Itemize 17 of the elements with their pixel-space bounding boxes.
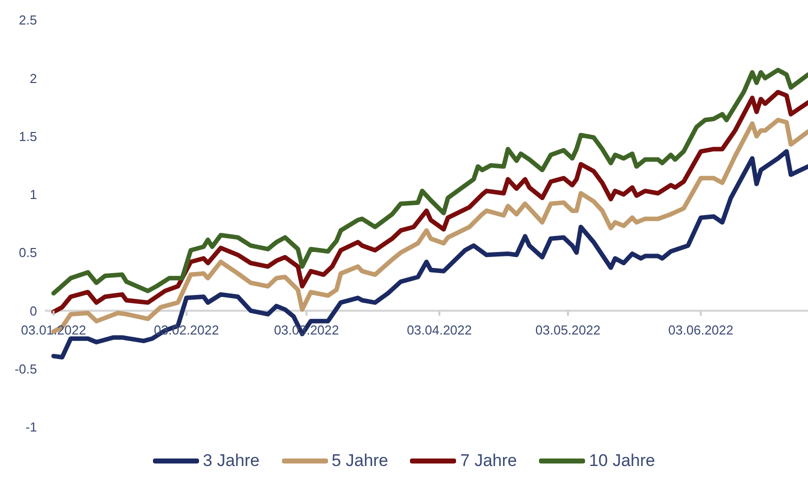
legend-label: 5 Jahre (332, 451, 388, 471)
x-tick-label: 03.04.2022 (406, 322, 472, 338)
legend-label: 7 Jahre (460, 451, 517, 471)
y-tick-label: -0.5 (14, 361, 37, 376)
y-tick-label: 0 (30, 303, 37, 318)
y-tick-label: 0.5 (18, 245, 37, 260)
y-tick-label: 2 (30, 70, 37, 86)
x-tick-label: 03.05.2022 (535, 322, 600, 338)
line-series (51, 68, 808, 296)
y-tick-label: 2.5 (18, 12, 37, 28)
line-series (51, 90, 808, 314)
x-tick-label: 03.06.2022 (668, 322, 734, 338)
y-tick-label: 1.5 (18, 128, 37, 144)
y-tick-label: -1 (25, 420, 37, 435)
legend-label: 10 Jahre (588, 451, 656, 471)
legend-label: 3 Jahre (202, 451, 260, 471)
y-tick-label: 1 (30, 187, 37, 202)
